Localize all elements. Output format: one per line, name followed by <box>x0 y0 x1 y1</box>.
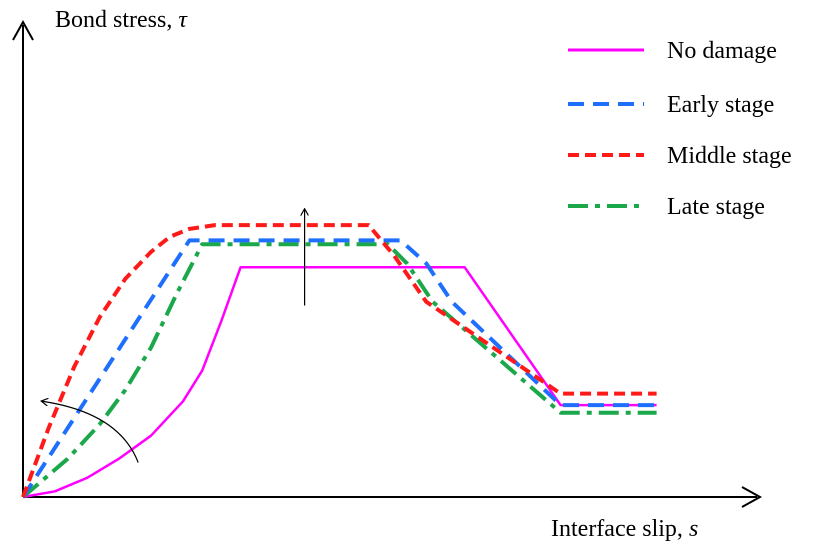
annotation-layer <box>42 210 304 463</box>
legend-label-middle-stage: Middle stage <box>667 143 792 169</box>
legend-label-late-stage: Late stage <box>667 194 765 220</box>
y-axis-label: Bond stress, τ <box>55 7 188 33</box>
legend: No damage Early stage Middle stage Late … <box>568 38 792 220</box>
x-axis-label-symbol: s <box>689 516 698 542</box>
x-axis-arrowhead <box>741 486 763 508</box>
series-line-early-stage <box>21 238 657 499</box>
series-layer <box>21 223 657 499</box>
series-line-middle-stage <box>21 223 657 498</box>
x-axis-label-text: Interface slip, <box>551 516 689 542</box>
series-line-no-damage <box>22 265 657 499</box>
legend-label-no-damage: No damage <box>667 38 777 64</box>
y-axis-arrowhead <box>12 19 34 41</box>
y-axis-label-symbol: τ <box>178 7 188 33</box>
x-axis-label: Interface slip, s <box>551 516 698 542</box>
y-axis-label-text: Bond stress, <box>55 7 178 33</box>
legend-label-early-stage: Early stage <box>667 92 774 118</box>
curved-arrow-annotation <box>42 401 139 463</box>
